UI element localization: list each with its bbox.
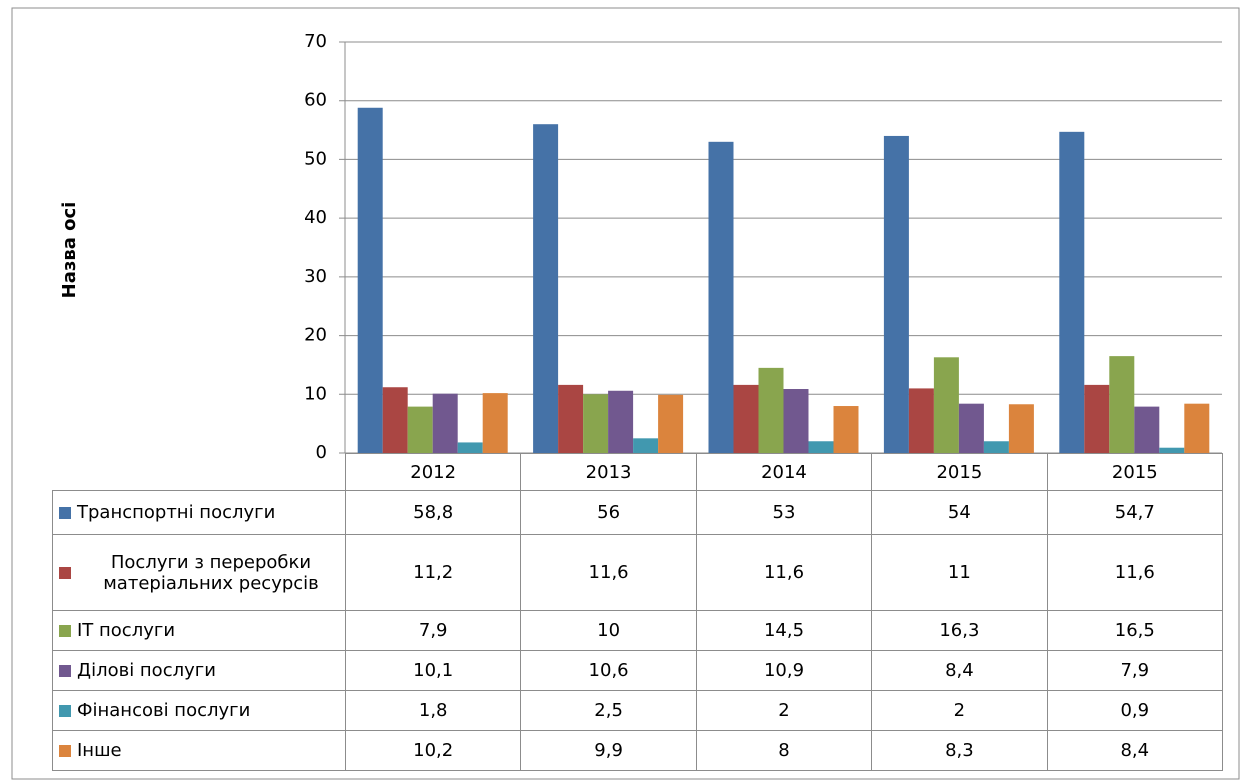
table-value: 2 bbox=[871, 690, 1048, 731]
table-value: 54,7 bbox=[1046, 490, 1223, 535]
y-tick-label: 50 bbox=[304, 148, 327, 169]
table-value: 0,9 bbox=[1046, 690, 1223, 731]
table-value: 56 bbox=[520, 490, 697, 535]
bar bbox=[357, 107, 383, 453]
table-value: 11,6 bbox=[1046, 534, 1223, 611]
table-value: 10,6 bbox=[520, 650, 697, 691]
bar bbox=[1184, 403, 1210, 453]
bar bbox=[833, 406, 859, 453]
table-value: 10 bbox=[520, 610, 697, 651]
table-value: 1,8 bbox=[345, 690, 522, 731]
legend-key bbox=[59, 704, 71, 717]
bar bbox=[1084, 384, 1110, 453]
legend-key bbox=[59, 744, 71, 757]
legend-key bbox=[59, 506, 71, 519]
table-value: 14,5 bbox=[695, 610, 873, 651]
table-value: 11,6 bbox=[520, 534, 697, 611]
bar bbox=[783, 389, 809, 453]
bar bbox=[583, 394, 609, 453]
table-value: 11,2 bbox=[345, 534, 522, 611]
chart-border bbox=[11, 7, 1240, 780]
legend-key bbox=[59, 624, 71, 637]
legend-label: Фінансові послуги bbox=[77, 700, 251, 721]
bar bbox=[1134, 406, 1160, 453]
bar bbox=[633, 438, 659, 453]
legend-label: Інше bbox=[77, 740, 122, 761]
table-value: 58,8 bbox=[345, 490, 522, 535]
bar bbox=[1008, 404, 1034, 453]
y-tick-label: 70 bbox=[304, 31, 327, 52]
bar bbox=[708, 141, 734, 454]
table-value: 8,3 bbox=[871, 730, 1048, 771]
bar bbox=[983, 441, 1009, 453]
legend-entry: ІТ послуги bbox=[52, 610, 346, 651]
bar bbox=[733, 384, 759, 453]
table-value: 53 bbox=[695, 490, 873, 535]
bar bbox=[533, 124, 559, 453]
table-header: 2015 bbox=[871, 453, 1048, 491]
y-tick-label: 0 bbox=[316, 442, 327, 463]
bar bbox=[958, 403, 984, 453]
bar bbox=[808, 441, 834, 453]
legend-label: Ділові послуги bbox=[77, 660, 216, 681]
table-value: 2,5 bbox=[520, 690, 697, 731]
bar bbox=[432, 393, 458, 453]
bar bbox=[883, 135, 909, 453]
bar bbox=[1159, 447, 1185, 453]
legend-label: Транспортні послуги bbox=[77, 502, 276, 523]
bar bbox=[558, 384, 584, 453]
bar bbox=[382, 387, 408, 453]
table-value: 16,3 bbox=[871, 610, 1048, 651]
bar bbox=[457, 442, 483, 453]
y-tick-label: 40 bbox=[304, 207, 327, 228]
legend-key bbox=[59, 664, 71, 677]
bar bbox=[933, 357, 959, 453]
legend-label: ІТ послуги bbox=[77, 620, 176, 641]
table-header: 2014 bbox=[695, 453, 873, 491]
legend-entry: Послуги з переробки матеріальних ресурсі… bbox=[52, 534, 346, 611]
table-value: 10,9 bbox=[695, 650, 873, 691]
table-value: 8 bbox=[695, 730, 873, 771]
legend-key bbox=[59, 566, 71, 579]
y-tick-label: 10 bbox=[304, 383, 327, 404]
legend-entry: Транспортні послуги bbox=[52, 490, 346, 535]
table-value: 11 bbox=[871, 534, 1048, 611]
table-header: 2013 bbox=[520, 453, 697, 491]
table-value: 8,4 bbox=[1046, 730, 1223, 771]
table-value: 54 bbox=[871, 490, 1048, 535]
table-value: 16,5 bbox=[1046, 610, 1223, 651]
table-header: 2012 bbox=[345, 453, 522, 491]
table-value: 7,9 bbox=[345, 610, 522, 651]
bar bbox=[1109, 356, 1135, 453]
legend-label: Послуги з переробки матеріальних ресурсі… bbox=[103, 551, 319, 594]
bar bbox=[1059, 131, 1085, 453]
table-value: 10,2 bbox=[345, 730, 522, 771]
table-value: 2 bbox=[695, 690, 873, 731]
legend-entry: Інше bbox=[52, 730, 346, 771]
legend-entry: Ділові послуги bbox=[52, 650, 346, 691]
bar bbox=[658, 394, 684, 453]
y-tick-label: 30 bbox=[304, 266, 327, 287]
table-value: 7,9 bbox=[1046, 650, 1223, 691]
table-value: 11,6 bbox=[695, 534, 873, 611]
y-tick-label: 20 bbox=[304, 325, 327, 346]
legend-entry: Фінансові послуги bbox=[52, 690, 346, 731]
table-value: 10,1 bbox=[345, 650, 522, 691]
bar bbox=[908, 388, 934, 453]
bar bbox=[608, 390, 634, 453]
bar bbox=[482, 393, 508, 453]
table-header: 2015 bbox=[1046, 453, 1223, 491]
y-tick-label: 60 bbox=[304, 90, 327, 111]
y-axis-title: Назва осі bbox=[59, 202, 80, 299]
bar bbox=[407, 406, 433, 453]
bar bbox=[758, 367, 784, 453]
table-value: 9,9 bbox=[520, 730, 697, 771]
table-value: 8,4 bbox=[871, 650, 1048, 691]
